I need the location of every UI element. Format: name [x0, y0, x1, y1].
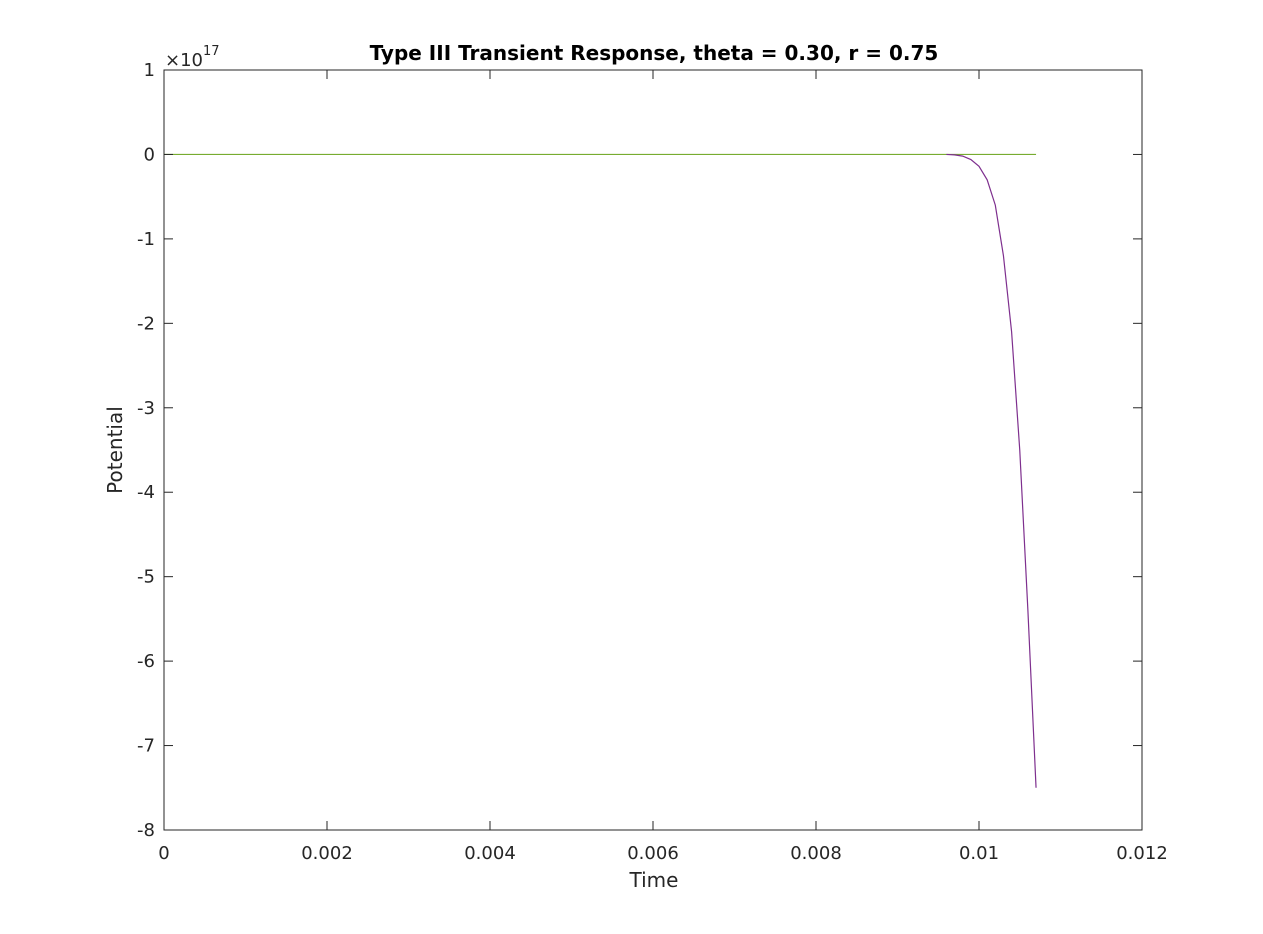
- x-tick-label: 0.01: [959, 843, 999, 864]
- y-tick-label: -4: [137, 482, 155, 503]
- y-axis-label: Potential: [103, 406, 127, 494]
- x-tick-label: 0.006: [627, 843, 679, 864]
- x-axis-label: Time: [629, 868, 679, 892]
- x-tick-label: 0.004: [464, 843, 516, 864]
- y-tick-label: -2: [137, 313, 155, 334]
- axes-box: [163, 69, 1143, 831]
- y-tick-label: -6: [137, 651, 155, 672]
- y-tick-label: 1: [144, 60, 155, 81]
- y-axis-exponent-label: ×1017: [165, 44, 220, 71]
- y-exponent-base: ×10: [165, 50, 203, 71]
- y-exponent-power: 17: [203, 44, 220, 59]
- x-tick-label: 0.008: [790, 843, 842, 864]
- y-tick-label: -3: [137, 398, 155, 419]
- svg-text:×1017: ×1017: [165, 44, 220, 71]
- y-tick-label: -7: [137, 736, 155, 757]
- plot-area: [164, 70, 1142, 830]
- x-tick-label: 0.012: [1116, 843, 1168, 864]
- series-layer: [164, 153, 1037, 788]
- series-line-2: [946, 153, 1037, 788]
- x-tick-label: 0: [158, 843, 169, 864]
- y-tick-label: -1: [137, 229, 155, 250]
- y-tick-label: 0: [144, 144, 155, 165]
- x-tick-labels: 0 0.002 0.004 0.006 0.008 0.01 0.012: [158, 843, 1167, 864]
- y-tick-label: -5: [137, 567, 155, 588]
- y-tick-labels: 1 0 -1 -2 -3 -4 -5 -6 -7 -8: [137, 60, 155, 841]
- y-tick-label: -8: [137, 820, 155, 841]
- chart-title: Type III Transient Response, theta = 0.3…: [370, 41, 939, 65]
- x-tick-label: 0.002: [301, 843, 353, 864]
